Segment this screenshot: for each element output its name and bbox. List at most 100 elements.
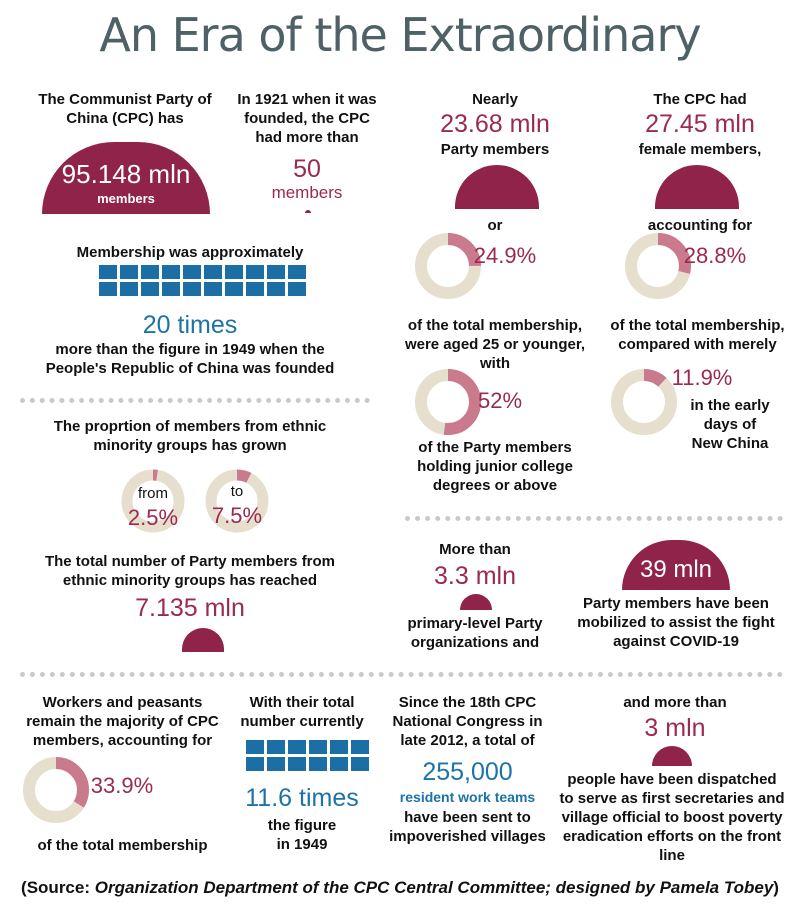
unit-block: [99, 282, 117, 296]
from-label: from: [138, 485, 168, 502]
college-pct-ring: [415, 369, 481, 435]
workers-total-text: of the total membership: [37, 837, 208, 854]
dispatched-dome: [652, 746, 692, 766]
divider-left-1: [20, 398, 370, 403]
primary-orgs-value: 3.3 mln: [434, 562, 516, 590]
workers-pct-ring: [23, 757, 89, 823]
unit-block: [267, 282, 285, 296]
unit-block: [120, 282, 138, 296]
twenty-times-value: 20 times: [142, 311, 238, 339]
young-total-text: of the total membership, were aged 25 or…: [404, 317, 586, 372]
dispatched-intro-label: and more than: [623, 694, 727, 711]
unit-block: [309, 757, 327, 771]
unit-block: [246, 282, 264, 296]
total-members-unit: members: [97, 191, 155, 206]
covid-members-value: 39 mln: [639, 556, 713, 583]
unit-block: [162, 282, 180, 296]
founding-text: In 1921 when it was founded, the CPC had…: [237, 91, 377, 146]
unit-block: [309, 740, 327, 754]
unit-block: [288, 740, 306, 754]
unit-block: [246, 740, 264, 754]
female-dome: [655, 165, 739, 209]
twenty-times-text: more than the figure in 1949 when the Pe…: [45, 341, 335, 377]
female-members-value: 27.45 mln: [645, 110, 755, 138]
to-label: to: [230, 483, 244, 500]
ethnic-total-text: The total number of Party members from e…: [44, 553, 336, 589]
to-pct-value: 7.5%: [211, 503, 263, 528]
college-text: of the Party members holding junior coll…: [417, 439, 573, 494]
workers-pct-value: 33.9%: [90, 773, 154, 798]
founding-members-unit: members: [271, 183, 343, 202]
source-credit: (Source: Organization Department of the …: [21, 878, 779, 897]
college-pct-value: 52%: [477, 388, 523, 413]
unit-block: [351, 757, 369, 771]
divider-right-1: [405, 516, 783, 521]
female-total-text: of the total membership, compared with m…: [610, 317, 785, 353]
female-pct-ring: [625, 233, 691, 299]
early-days-text: in the early days of New China: [690, 397, 770, 452]
young-members-label: Party members: [440, 141, 550, 158]
ethnic-dome: [182, 628, 224, 652]
dispatched-value: 3 mln: [644, 714, 706, 742]
covid-text: Party members have been mobilized to ass…: [577, 595, 775, 650]
primary-dome: [460, 594, 492, 610]
from-pct-value: 2.5%: [127, 505, 179, 530]
eleven-times-value: 11.6 times: [245, 784, 359, 812]
female-intro-label: The CPC had: [653, 91, 747, 108]
unit-block: [225, 282, 243, 296]
total-members-value: 95.148 mln: [61, 159, 191, 189]
unit-block: [330, 757, 348, 771]
unit-block: [288, 265, 306, 279]
page-title: An Era of the Extraordinary: [99, 8, 701, 62]
ethnic-to-ring: [205, 469, 269, 533]
unit-block: [204, 265, 222, 279]
twenty-times-grid: [99, 265, 306, 296]
or-label: or: [487, 217, 503, 234]
current-text: With their total number currently: [240, 694, 364, 730]
work-teams-label: resident work teams: [399, 789, 536, 805]
unit-block: [246, 265, 264, 279]
cpc-intro-text: The Communist Party of China (CPC) has: [38, 91, 212, 127]
unit-block: [267, 740, 285, 754]
eleven-times-grid: [246, 740, 369, 771]
unit-block: [246, 757, 264, 771]
unit-block: [204, 282, 222, 296]
work-teams-value: 255,000: [422, 758, 513, 786]
eleven-times-text: the figure in 1949: [267, 817, 337, 853]
ethnic-total-value: 7.135 mln: [135, 594, 245, 622]
ethnic-from-ring: [121, 469, 185, 533]
dispatched-text: people have been dispatched to serve as …: [559, 771, 785, 864]
ethnic-intro-text: The proprtion of members from ethnic min…: [53, 418, 327, 454]
membership-approx-label: Membership was approximately: [76, 244, 304, 261]
unit-block: [351, 740, 369, 754]
unit-block: [183, 265, 201, 279]
unit-block: [225, 265, 243, 279]
unit-block: [120, 265, 138, 279]
primary-orgs-text: primary-level Party organizations and: [407, 615, 543, 651]
unit-block: [288, 757, 306, 771]
unit-block: [288, 282, 306, 296]
accounting-label: accounting for: [647, 217, 753, 234]
young-members-value: 23.68 mln: [440, 110, 550, 138]
work-teams-text: have been sent to impoverished villages: [389, 809, 546, 845]
unit-block: [267, 265, 285, 279]
female-pct-value: 28.8%: [683, 243, 747, 268]
primary-intro-label: More than: [439, 541, 511, 558]
tiny-dome: [305, 210, 311, 213]
workers-text: Workers and peasants remain the majority…: [26, 694, 219, 749]
unit-block: [141, 282, 159, 296]
unit-block: [141, 265, 159, 279]
young-nearly-label: Nearly: [472, 91, 518, 108]
early-pct-value: 11.9%: [671, 365, 733, 390]
unit-block: [183, 282, 201, 296]
unit-block: [267, 757, 285, 771]
divider-2: [20, 672, 783, 677]
unit-block: [330, 740, 348, 754]
young-dome: [455, 165, 539, 209]
young-pct-value: 24.9%: [473, 243, 537, 268]
congress-text: Since the 18th CPC National Congress in …: [392, 694, 543, 749]
young-pct-ring: [415, 233, 481, 299]
unit-block: [99, 265, 117, 279]
female-members-label: female members,: [638, 141, 762, 158]
unit-block: [162, 265, 180, 279]
